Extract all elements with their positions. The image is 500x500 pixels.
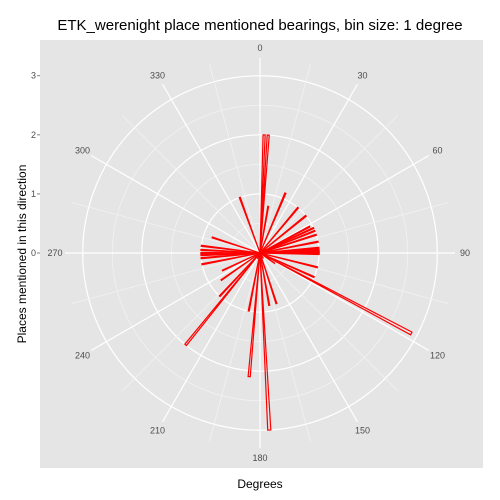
bar — [259, 252, 320, 256]
grid-spoke-minor — [121, 114, 261, 254]
bar — [200, 244, 261, 254]
grid-spoke-major — [90, 154, 261, 254]
bar — [259, 233, 318, 254]
bar — [211, 236, 261, 254]
bar — [259, 252, 278, 305]
angle-tick-labels: 0 30 60 90 120 150 180 210 240 270 300 330 — [47, 43, 470, 463]
grid-spoke-major — [161, 83, 261, 254]
bar — [183, 252, 261, 347]
grid-spoke-minor — [209, 64, 261, 254]
grid-spoke-minor — [71, 202, 261, 254]
radius-tick-label: 2 — [31, 130, 36, 140]
bar — [256, 252, 261, 260]
bar — [220, 252, 261, 282]
grid-spoke-minor — [259, 114, 399, 254]
grid-spoke-minor — [259, 64, 311, 254]
angle-tick-label: 300 — [75, 146, 90, 156]
bar — [259, 134, 266, 254]
grid-spoke-major — [90, 252, 261, 352]
radius-tick-label: 1 — [31, 189, 36, 199]
grid-spoke-major — [161, 252, 261, 423]
bar — [259, 252, 264, 259]
bar — [259, 252, 271, 307]
grid-spoke-minor — [71, 252, 261, 304]
bar — [238, 196, 261, 254]
bar — [259, 252, 413, 336]
bar — [200, 248, 261, 254]
bar — [200, 252, 261, 260]
angle-tick-label: 240 — [75, 351, 90, 361]
grid-spoke-major — [259, 252, 359, 423]
grid-spoke-minor — [259, 202, 449, 254]
y-axis-title: Places mentioned in this direction — [15, 165, 29, 344]
bar — [259, 252, 315, 279]
bar — [259, 229, 316, 254]
bar — [259, 252, 276, 265]
angle-tick-label: 30 — [357, 71, 367, 81]
angle-tick-label: 120 — [430, 351, 445, 361]
polar-grid — [65, 58, 455, 448]
bar — [259, 252, 272, 431]
angle-tick-label: 270 — [47, 248, 62, 258]
bars — [183, 134, 413, 431]
radius-tick-label: 3 — [31, 71, 36, 81]
bar — [247, 252, 261, 312]
bar — [259, 225, 311, 254]
bar — [259, 226, 315, 254]
angle-tick-label: 0 — [257, 43, 262, 53]
radius-tick-labels: 0 1 2 3 — [31, 71, 40, 258]
bar — [201, 252, 261, 266]
angle-tick-label: 330 — [150, 71, 165, 81]
bar — [218, 252, 261, 298]
angle-tick-label: 210 — [150, 426, 165, 436]
angle-tick-label: 60 — [432, 146, 442, 156]
bar — [259, 214, 308, 254]
radius-tick-label: 0 — [31, 248, 36, 258]
grid-spoke-minor — [121, 252, 261, 392]
grid-spoke-major — [259, 83, 359, 254]
bar — [259, 206, 300, 254]
grid-spoke-minor — [259, 252, 311, 442]
bar — [259, 240, 319, 254]
bar — [259, 252, 319, 269]
grid-spoke-minor — [259, 252, 399, 392]
angle-tick-label: 180 — [252, 453, 267, 463]
grid-spoke-major — [259, 252, 430, 352]
bar — [259, 134, 270, 254]
angle-tick-label: 90 — [460, 248, 470, 258]
bar — [200, 251, 261, 255]
angle-tick-label: 150 — [355, 426, 370, 436]
bar — [247, 252, 261, 378]
grid-spoke-major — [259, 154, 430, 254]
chart-title: ETK_werenight place mentioned bearings, … — [57, 17, 462, 34]
x-axis-title: Degrees — [237, 477, 282, 491]
bar — [221, 252, 261, 272]
grid-spoke-minor — [209, 252, 261, 442]
bar — [259, 205, 270, 254]
bar — [259, 192, 287, 254]
